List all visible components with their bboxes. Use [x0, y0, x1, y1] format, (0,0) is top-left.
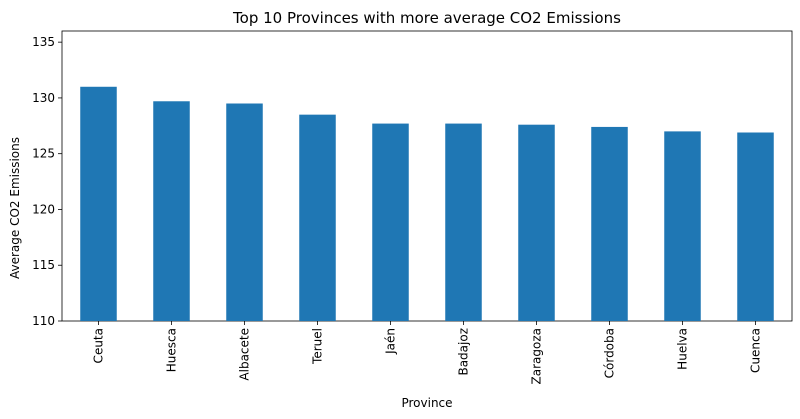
bar-0	[80, 86, 117, 322]
bar-8	[664, 131, 701, 321]
chart-title: Top 10 Provinces with more average CO2 E…	[232, 9, 621, 27]
plot-area	[61, 30, 793, 322]
bars	[80, 86, 774, 322]
x-tick-label: Badajoz	[457, 328, 471, 376]
bar-1	[153, 101, 190, 322]
bar-2	[226, 103, 263, 321]
bar-4	[372, 123, 409, 321]
bar-7	[591, 126, 628, 321]
y-tick-label: 115	[32, 258, 55, 272]
x-tick-label: Zaragoza	[530, 328, 544, 384]
bar-6	[518, 124, 555, 321]
x-axis: Ceuta Huesca Albacete Teruel Jaén Badajoz Zara…	[92, 321, 763, 384]
y-tick-label: 110	[32, 314, 55, 328]
x-tick-label: Teruel	[311, 328, 325, 365]
x-axis-label: Province	[401, 396, 452, 410]
y-axis-label: Average CO2 Emissions	[8, 137, 22, 279]
y-tick-label: 120	[32, 202, 55, 216]
x-tick-label: Córdoba	[603, 328, 617, 378]
x-tick-label: Cuenca	[749, 328, 763, 373]
x-tick-label: Jaén	[384, 328, 398, 355]
bar-3	[299, 114, 336, 322]
x-tick-label: Ceuta	[92, 328, 106, 363]
bar-5	[445, 123, 482, 321]
x-tick-label: Albacete	[238, 328, 252, 381]
x-tick-label: Huelva	[676, 328, 690, 370]
y-tick-label: 125	[32, 147, 55, 161]
x-tick-label: Huesca	[165, 328, 179, 372]
plot-frame	[61, 30, 793, 322]
y-tick-label: 135	[32, 35, 55, 49]
y-tick-label: 130	[32, 91, 55, 105]
y-axis: 110 115 120 125 130 135	[32, 35, 62, 328]
bar-9	[737, 132, 774, 321]
